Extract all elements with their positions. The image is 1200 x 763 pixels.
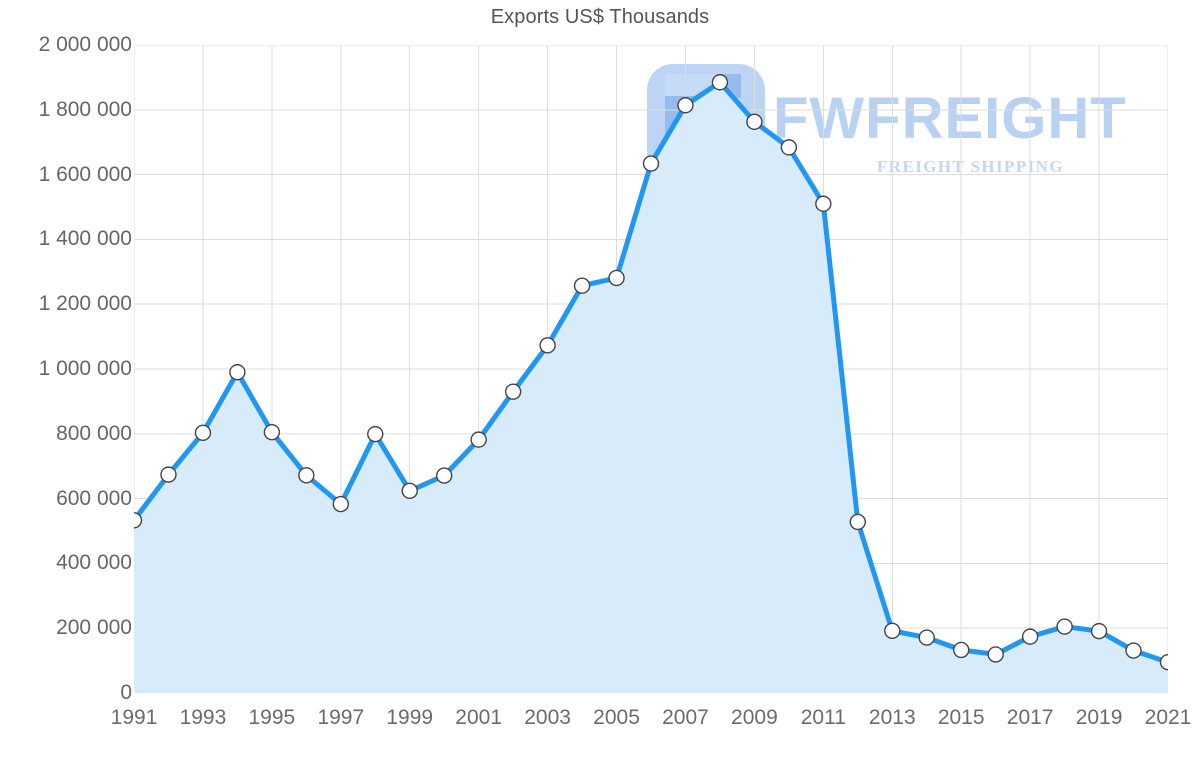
data-point[interactable] bbox=[504, 383, 522, 400]
data-point[interactable] bbox=[677, 97, 694, 114]
data-point[interactable] bbox=[1159, 654, 1169, 671]
data-point[interactable] bbox=[918, 629, 935, 646]
x-tick-label: 2003 bbox=[524, 706, 571, 729]
data-point[interactable] bbox=[884, 622, 901, 639]
data-point[interactable] bbox=[160, 466, 177, 483]
x-tick-label: 1997 bbox=[317, 706, 365, 729]
chart-title: Exports US$ Thousands bbox=[490, 6, 710, 28]
data-point[interactable] bbox=[608, 269, 625, 287]
data-point[interactable] bbox=[134, 512, 143, 529]
y-tick-label: 600 000 bbox=[56, 486, 132, 510]
y-tick-label: 1 400 000 bbox=[38, 227, 132, 251]
y-tick-label: 400 000 bbox=[56, 551, 132, 575]
data-point[interactable] bbox=[780, 139, 798, 156]
x-tick-label: 1995 bbox=[248, 706, 296, 729]
y-tick-label: 1 000 000 bbox=[38, 357, 132, 380]
x-tick-label: 2007 bbox=[662, 706, 709, 729]
data-point-markers[interactable] bbox=[134, 74, 1169, 671]
data-point[interactable] bbox=[642, 155, 660, 172]
data-point[interactable] bbox=[229, 364, 246, 381]
y-tick-label: 0 bbox=[120, 681, 132, 704]
x-tick-label: 1999 bbox=[386, 706, 434, 729]
data-point[interactable] bbox=[746, 113, 763, 130]
data-point[interactable] bbox=[573, 277, 591, 294]
data-point[interactable] bbox=[539, 337, 556, 354]
x-tick-label: 2013 bbox=[868, 706, 916, 729]
x-tick-label: 2019 bbox=[1075, 706, 1123, 729]
data-point[interactable] bbox=[815, 195, 832, 212]
x-tick-label: 2017 bbox=[1006, 706, 1054, 729]
data-point[interactable] bbox=[987, 646, 1004, 663]
x-tick-label: 1993 bbox=[179, 706, 227, 729]
data-point[interactable] bbox=[367, 425, 384, 443]
y-tick-label: 2 000 000 bbox=[38, 33, 132, 56]
data-point[interactable] bbox=[436, 467, 453, 484]
data-point[interactable] bbox=[263, 423, 281, 441]
y-tick-label: 1 200 000 bbox=[38, 292, 132, 316]
area-fill bbox=[134, 82, 1168, 693]
data-point[interactable] bbox=[401, 482, 418, 500]
data-point[interactable] bbox=[298, 467, 315, 484]
data-point[interactable] bbox=[1125, 642, 1142, 659]
chart-plot bbox=[134, 45, 1168, 693]
data-point[interactable] bbox=[711, 74, 729, 91]
x-tick-label: 2021 bbox=[1144, 706, 1192, 729]
data-point[interactable] bbox=[332, 495, 350, 513]
y-tick-label: 200 000 bbox=[56, 616, 132, 640]
x-tick-label: 1991 bbox=[110, 706, 158, 729]
plot-area bbox=[134, 45, 1168, 693]
y-tick-label: 800 000 bbox=[56, 421, 132, 445]
x-tick-label: 2011 bbox=[800, 706, 846, 729]
data-point[interactable] bbox=[1056, 618, 1073, 635]
x-tick-label: 2015 bbox=[937, 706, 985, 729]
data-point[interactable] bbox=[1090, 622, 1108, 640]
data-point[interactable] bbox=[1021, 628, 1039, 645]
x-tick-label: 2001 bbox=[455, 706, 503, 729]
data-point[interactable] bbox=[849, 513, 866, 531]
data-point[interactable] bbox=[953, 641, 970, 659]
data-point[interactable] bbox=[194, 424, 212, 442]
x-tick-label: 2009 bbox=[731, 706, 778, 729]
y-tick-label: 1 800 000 bbox=[38, 97, 132, 121]
y-tick-label: 1 600 000 bbox=[38, 162, 132, 186]
data-point[interactable] bbox=[470, 431, 487, 448]
x-tick-label: 2005 bbox=[593, 706, 640, 729]
